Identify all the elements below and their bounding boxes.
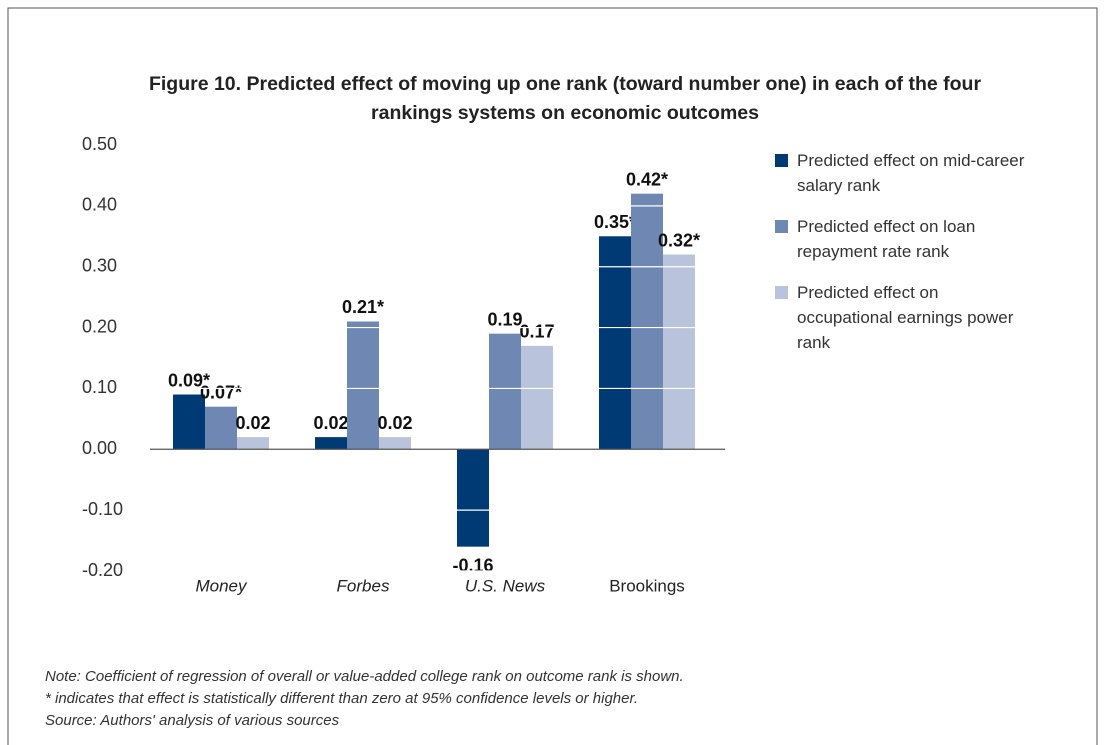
data-label: 0.32* — [658, 230, 700, 250]
bar — [173, 394, 205, 450]
y-tick-label: 0.40 — [82, 195, 117, 215]
data-label: 0.35* — [594, 212, 636, 232]
legend-item: Predicted effect on loan repayment rate … — [775, 214, 1025, 264]
data-label: 0.09* — [168, 370, 210, 390]
legend-label: Predicted effect on mid-career salary ra… — [797, 151, 1025, 195]
data-label: 0.19 — [487, 309, 522, 329]
bar — [631, 193, 663, 450]
bar — [237, 437, 269, 450]
x-tick-label: Forbes — [337, 576, 390, 595]
x-tick-label: Brookings — [609, 576, 685, 595]
y-tick-label: -0.20 — [82, 560, 123, 580]
data-label: 0.42* — [626, 169, 668, 189]
legend-swatch — [775, 154, 788, 167]
bar — [347, 321, 379, 450]
legend-swatch — [775, 286, 788, 299]
y-tick-label: 0.20 — [82, 316, 117, 336]
data-label: 0.02 — [235, 413, 270, 433]
legend: Predicted effect on mid-career salary ra… — [775, 148, 1025, 371]
legend-label: Predicted effect on occupational earning… — [797, 283, 1014, 352]
data-label: 0.02 — [313, 413, 348, 433]
data-label: -0.16 — [452, 555, 493, 575]
data-label: 0.07* — [200, 382, 242, 402]
y-tick-label: 0.30 — [82, 255, 117, 275]
bar — [457, 449, 489, 547]
legend-label: Predicted effect on loan repayment rate … — [797, 217, 976, 261]
bar — [379, 437, 411, 450]
legend-item: Predicted effect on occupational earning… — [775, 280, 1025, 355]
y-tick-label: 0.50 — [82, 134, 117, 154]
bar — [599, 236, 631, 450]
bar — [315, 437, 347, 450]
bar — [205, 406, 237, 450]
data-label: 0.17 — [519, 322, 554, 342]
chart-title: Figure 10. Predicted effect of moving up… — [148, 73, 982, 124]
x-tick-label: U.S. News — [465, 576, 546, 595]
bar — [663, 254, 695, 450]
bar — [521, 345, 553, 450]
legend-item: Predicted effect on mid-career salary ra… — [775, 148, 1025, 198]
x-tick-label: Money — [195, 576, 248, 595]
note: Source: Authors' analysis of various sou… — [45, 712, 340, 729]
data-label: 0.21* — [342, 297, 384, 317]
note: * indicates that effect is statistically… — [45, 690, 638, 707]
legend-swatch — [775, 220, 788, 233]
y-tick-label: 0.10 — [82, 377, 117, 397]
data-label: 0.02 — [377, 413, 412, 433]
note: Note: Coefficient of regression of overa… — [45, 668, 684, 685]
y-tick-label: 0.00 — [82, 438, 117, 458]
bar — [489, 333, 521, 450]
y-tick-label: -0.10 — [82, 499, 123, 519]
frame — [7, 7, 1098, 745]
